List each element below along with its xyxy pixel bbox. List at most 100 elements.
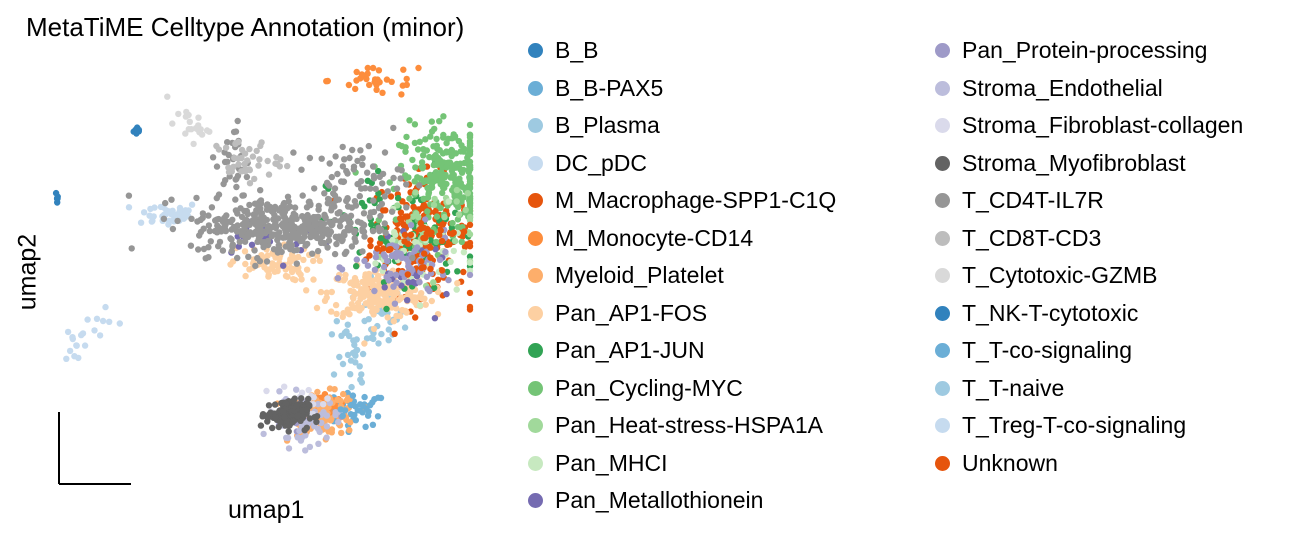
point-t-cd4t-il7r bbox=[299, 192, 306, 199]
point-pan-cycling-myc bbox=[409, 156, 416, 164]
point-pan-cycling-myc bbox=[432, 151, 439, 159]
series-t-cd4t-il7r bbox=[125, 117, 423, 270]
point-t-cd8t-cd3 bbox=[249, 153, 257, 160]
point-pan-ap1-fos bbox=[347, 279, 354, 287]
point-stroma-myofibroblast bbox=[294, 412, 301, 420]
point-unknown bbox=[420, 234, 427, 242]
point-pan-ap1-fos bbox=[399, 307, 406, 314]
point-pan-protein-processing bbox=[336, 264, 343, 271]
point-stroma-endothelial bbox=[302, 432, 309, 439]
point-t-cd4t-il7r bbox=[245, 253, 252, 260]
point-unknown bbox=[439, 267, 446, 274]
point-t-cd8t-cd3 bbox=[241, 150, 249, 157]
legend-marker bbox=[935, 230, 950, 246]
point-t-t-co-signaling bbox=[339, 412, 346, 419]
point-pan-protein-processing bbox=[361, 257, 368, 265]
point-pan-heat-stress-hspa1a bbox=[430, 279, 437, 286]
point-dc-pdc bbox=[163, 207, 170, 214]
point-t-treg-t-co-signaling bbox=[102, 303, 109, 311]
point-t-cd4t-il7r bbox=[174, 217, 181, 225]
point-b-plasma bbox=[401, 324, 409, 331]
point-t-cd4t-il7r bbox=[229, 216, 236, 223]
point-t-cytotoxic-gzmb bbox=[186, 118, 193, 126]
point-t-cd4t-il7r bbox=[320, 239, 328, 247]
point-pan-protein-processing bbox=[385, 277, 392, 284]
point-dc-pdc bbox=[69, 335, 77, 343]
point-t-cd4t-il7r bbox=[260, 243, 267, 251]
point-t-nk-t-cytotoxic bbox=[54, 195, 61, 202]
point-b-plasma bbox=[356, 363, 363, 370]
point-pan-ap1-fos bbox=[364, 280, 371, 287]
point-t-cd4t-il7r bbox=[224, 139, 231, 146]
point-pan-ap1-fos bbox=[310, 257, 317, 265]
point-t-cd4t-il7r bbox=[287, 236, 294, 244]
point-t-cd4t-il7r bbox=[352, 238, 359, 245]
point-pan-ap1-fos bbox=[354, 299, 362, 307]
point-myeloid-platelet bbox=[346, 426, 353, 434]
point-m-monocyte-cd14 bbox=[379, 89, 386, 97]
point-t-cd4t-il7r bbox=[229, 242, 236, 249]
legend-label: T_CD8T-CD3 bbox=[962, 224, 1102, 251]
point-unknown bbox=[420, 264, 427, 271]
point-t-cytotoxic-gzmb bbox=[164, 93, 171, 100]
legend-marker bbox=[935, 380, 950, 396]
point-t-treg-t-co-signaling bbox=[96, 332, 104, 339]
point-unknown bbox=[446, 241, 453, 248]
point-t-treg-t-co-signaling bbox=[99, 317, 107, 325]
point-t-cd4t-il7r bbox=[372, 185, 379, 193]
point-t-cd4t-il7r bbox=[236, 238, 243, 245]
point-t-treg-t-co-signaling bbox=[93, 315, 101, 322]
point-t-cd4t-il7r bbox=[361, 233, 368, 240]
legend-item-m-macrophage-spp1-c1q: M_Macrophage-SPP1-C1Q bbox=[528, 182, 836, 220]
point-t-cd4t-il7r bbox=[321, 211, 328, 218]
point-stroma-myofibroblast bbox=[293, 401, 301, 409]
point-m-monocyte-cd14 bbox=[366, 81, 373, 89]
legend-marker bbox=[935, 43, 950, 59]
point-t-cd4t-il7r bbox=[258, 210, 265, 217]
point-t-cd4t-il7r bbox=[193, 194, 200, 202]
point-t-cd8t-cd3 bbox=[222, 144, 230, 151]
point-m-macrophage-spp1-c1q bbox=[466, 289, 474, 297]
point-t-cd4t-il7r bbox=[265, 222, 272, 230]
point-pan-cycling-myc bbox=[402, 144, 409, 151]
point-unknown bbox=[416, 225, 424, 233]
point-t-cytotoxic-gzmb bbox=[169, 120, 176, 127]
point-t-cd8t-cd3 bbox=[241, 160, 248, 168]
point-t-cd8t-cd3 bbox=[255, 162, 262, 169]
point-stroma-fibroblast-collagen bbox=[263, 387, 270, 395]
point-unknown bbox=[412, 314, 419, 321]
point-t-cd4t-il7r bbox=[379, 180, 386, 187]
point-stroma-myofibroblast bbox=[284, 422, 291, 429]
point-pan-ap1-fos bbox=[282, 272, 290, 280]
point-pan-cycling-myc bbox=[465, 151, 472, 159]
point-pan-protein-processing bbox=[371, 287, 378, 295]
point-stroma-fibroblast-collagen bbox=[305, 386, 312, 394]
point-t-cd4t-il7r bbox=[241, 238, 249, 245]
point-m-monocyte-cd14 bbox=[345, 81, 353, 89]
point-t-cd8t-cd3 bbox=[251, 175, 258, 183]
point-t-cd8t-cd3 bbox=[225, 164, 232, 171]
point-t-cd8t-cd3 bbox=[264, 157, 271, 165]
point-t-cd4t-il7r bbox=[233, 183, 240, 191]
point-t-t-co-signaling bbox=[349, 392, 357, 399]
point-m-monocyte-cd14 bbox=[415, 64, 422, 72]
point-pan-cycling-myc bbox=[425, 191, 432, 198]
point-t-cd4t-il7r bbox=[332, 153, 339, 160]
legend-label: Pan_AP1-JUN bbox=[555, 337, 705, 364]
point-t-cd4t-il7r bbox=[369, 163, 377, 170]
point-pan-cycling-myc bbox=[437, 181, 444, 188]
point-b-plasma bbox=[344, 351, 352, 359]
point-t-cd4t-il7r bbox=[257, 187, 264, 194]
point-t-cd4t-il7r bbox=[280, 201, 287, 208]
point-pan-ap1-fos bbox=[390, 288, 398, 295]
point-m-monocyte-cd14 bbox=[363, 75, 370, 83]
legend-item-m-monocyte-cd14: M_Monocyte-CD14 bbox=[528, 220, 836, 258]
legend-item-myeloid-platelet: Myeloid_Platelet bbox=[528, 257, 836, 295]
point-pan-ap1-fos bbox=[352, 280, 359, 288]
point-t-cd4t-il7r bbox=[301, 229, 309, 237]
point-t-cd4t-il7r bbox=[382, 229, 389, 236]
legend-marker bbox=[528, 118, 543, 134]
point-pan-ap1-fos bbox=[274, 263, 282, 270]
point-t-cd4t-il7r bbox=[328, 207, 335, 214]
point-t-cd4t-il7r bbox=[255, 203, 262, 210]
